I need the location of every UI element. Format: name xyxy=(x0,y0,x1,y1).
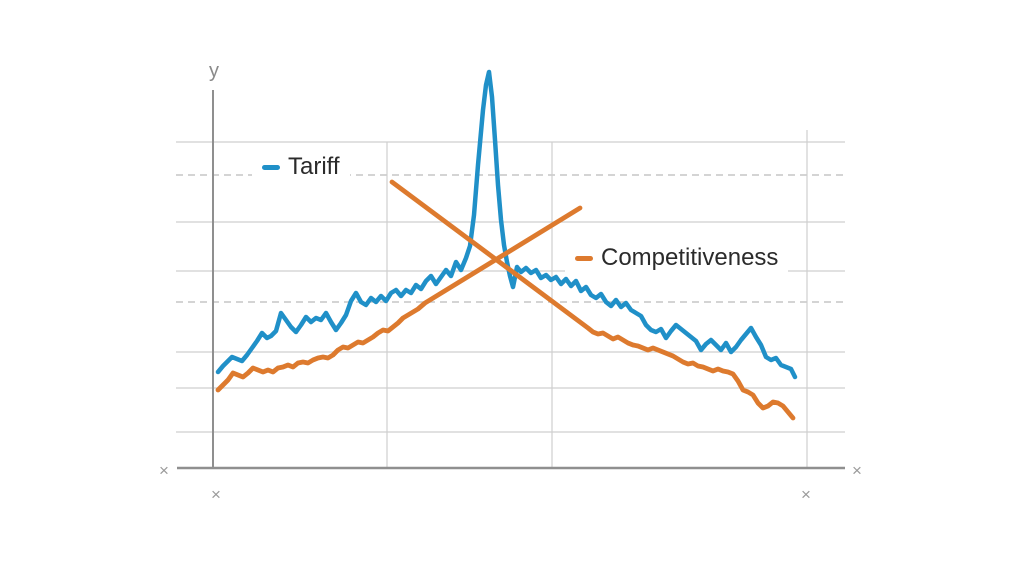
series-line-competitiveness xyxy=(215,205,583,393)
series-line-tariff xyxy=(215,69,798,380)
competitiveness-legend-swatch xyxy=(575,255,593,261)
y-axis-label: y xyxy=(209,60,219,82)
axes xyxy=(177,90,845,470)
x-axis-mark: × xyxy=(211,485,221,504)
data-series xyxy=(215,69,798,421)
x-axis-mark: × xyxy=(852,461,862,480)
series-line-competitiveness xyxy=(389,179,796,421)
x-axis-mark: × xyxy=(159,461,169,480)
tariff-legend-swatch xyxy=(262,164,280,170)
legend-competitiveness-label: Competitiveness xyxy=(601,244,779,271)
x-axis-mark: × xyxy=(801,485,811,504)
legend-competitiveness: Competitiveness xyxy=(565,240,789,276)
legend-tariff: Tariff xyxy=(252,149,350,185)
legend-tariff-label: Tariff xyxy=(288,153,340,180)
